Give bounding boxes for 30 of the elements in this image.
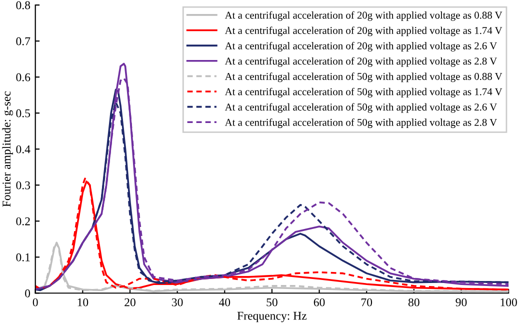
y-tick-label: 0.7 [16,37,30,46]
y-tick-label: 0.5 [16,109,30,118]
legend-label: At a centrifugal acceleration of 20g with applied voltage as 2.6 V [224,42,497,52]
x-tick-label: 80 [408,298,420,306]
legend-label: At a centrifugal acceleration of 50g with applied voltage as 2.6 V [224,103,497,113]
y-tick-label: 0 [25,289,30,298]
x-tick-label: 50 [266,298,278,306]
y-tick-label: 0.1 [16,253,30,262]
y-tick-label: 0.8 [16,1,30,10]
x-tick-label: 20 [124,298,136,306]
x-tick-label: 0 [32,298,38,306]
y-tick-label: 0.6 [16,73,30,82]
x-tick-label: 90 [456,298,467,306]
y-tick-label: 0.2 [16,217,30,226]
y-tick-label: 0.3 [16,181,30,190]
y-tick-label: 0.4 [16,145,30,154]
legend-label: At a centrifugal acceleration of 50g with applied voltage as 2.8 V [224,118,497,128]
x-tick-label: 10 [78,298,88,306]
x-tick-label: 70 [361,298,372,306]
legend-label: At a centrifugal acceleration of 50g with applied voltage as 0.88 V [224,72,502,82]
x-axis-title: Frequency: Hz [237,312,307,322]
x-tick-label: 100 [500,298,517,306]
legend-label: At a centrifugal acceleration of 20g with applied voltage as 2.8 V [224,57,497,67]
legend-label: At a centrifugal acceleration of 20g with applied voltage as 0.88 V [224,11,502,21]
y-axis-title: Fourier amplitude: g-sec [2,91,13,207]
legend-label: At a centrifugal acceleration of 20g with applied voltage as 1.74 V [224,26,502,36]
legend-label: At a centrifugal acceleration of 50g with applied voltage as 1.74 V [224,88,502,98]
x-tick-label: 60 [314,298,325,306]
x-tick-label: 30 [172,298,183,306]
x-tick-label: 40 [218,298,230,306]
